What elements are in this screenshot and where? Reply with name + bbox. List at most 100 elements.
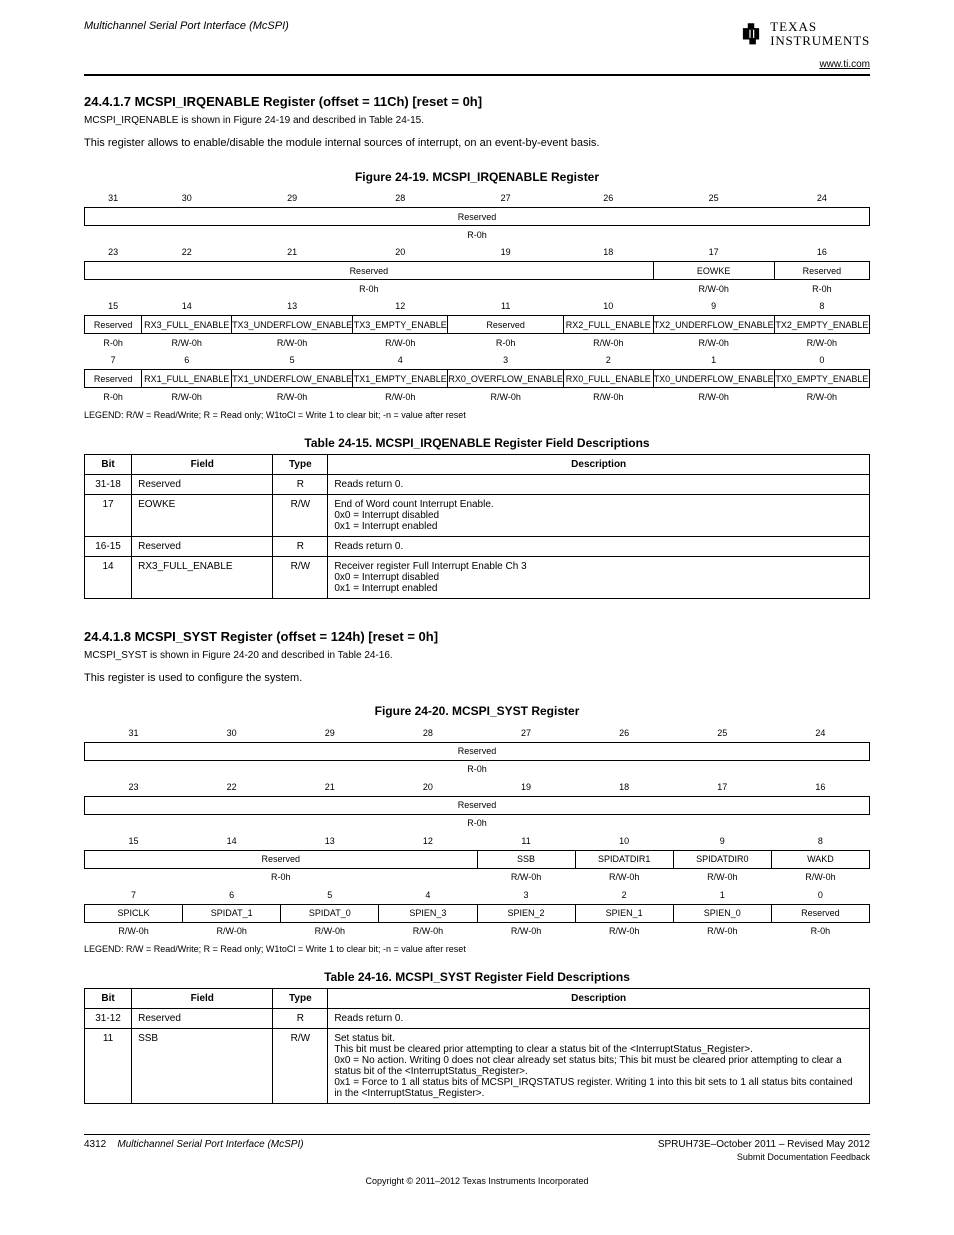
section2-title: 24.4.1.8 MCSPI_SYST Register (offset = 1… <box>84 629 870 644</box>
bit-cell: EOWKE <box>653 262 774 280</box>
bit-number: 19 <box>477 778 575 796</box>
bit-cell: SPIDATDIR1 <box>575 850 673 868</box>
section1-index-line: MCSPI_IRQENABLE is shown in Figure 24-19… <box>84 115 870 126</box>
bit-number: 15 <box>85 832 183 850</box>
bit-number: 30 <box>142 190 232 208</box>
page-header: Multichannel Serial Port Interface (McSP… <box>0 20 954 57</box>
cell-bit: 14 <box>85 556 132 598</box>
bit-number: 8 <box>774 298 869 316</box>
bit-number: 21 <box>281 778 379 796</box>
bitbox2-nums-row1: 3130292827262524 <box>85 724 870 742</box>
bit-number: 11 <box>448 298 564 316</box>
cell-desc: Reads return 0. <box>328 1009 870 1029</box>
cell-bit: 31-12 <box>85 1009 132 1029</box>
bit-cell: WAKD <box>771 850 869 868</box>
bit-cell: Reserved <box>85 316 142 334</box>
bit-cell: Reserved <box>85 208 870 226</box>
bit-cell: SPIEN_3 <box>379 904 477 922</box>
cell-field: EOWKE <box>132 494 273 536</box>
bitbox1-nums-row1: 3130292827262524 <box>85 190 870 208</box>
table1-header-row: Bit Field Type Description <box>85 454 870 474</box>
bit-cell: R/W-0h <box>673 922 771 940</box>
bit-number: 0 <box>774 352 869 370</box>
table1-hdr-desc: Description <box>328 454 870 474</box>
figure1-bitbox: 3130292827262524 Reserved R-0h 232221201… <box>84 190 870 406</box>
bit-cell: TX2_EMPTY_ENABLE <box>774 316 869 334</box>
figure2-legend: LEGEND: R/W = Read/Write; R = Read only;… <box>84 944 870 954</box>
bit-number: 8 <box>771 832 869 850</box>
table-row: 11SSBR/WSet status bit.This bit must be … <box>85 1029 870 1104</box>
bitbox1-cells-row2: ReservedEOWKEReserved <box>85 262 870 280</box>
bit-cell: R/W-0h <box>563 388 653 406</box>
bit-cell: R-0h <box>85 334 142 352</box>
bit-cell: R/W-0h <box>281 922 379 940</box>
cell-desc: Reads return 0. <box>328 536 870 556</box>
bit-number: 22 <box>142 244 232 262</box>
page-number: 4312 <box>84 1139 106 1150</box>
table1-body: 31-18ReservedRReads return 0.17EOWKER/WE… <box>85 474 870 598</box>
bit-number: 25 <box>653 190 774 208</box>
bit-cell: RX3_FULL_ENABLE <box>142 316 232 334</box>
bit-number: 20 <box>353 244 448 262</box>
submit-feedback-link[interactable]: Submit Documentation Feedback <box>737 1152 870 1162</box>
bit-number: 29 <box>281 724 379 742</box>
bit-cell: R-0h <box>85 814 870 832</box>
bit-cell: Reserved <box>771 904 869 922</box>
bit-cell: R/W-0h <box>673 868 771 886</box>
bitbox2-rw-row1: R-0h <box>85 760 870 778</box>
bit-number: 13 <box>281 832 379 850</box>
bitbox1-nums-row3: 15141312111098 <box>85 298 870 316</box>
page-content: 24.4.1.7 MCSPI_IRQENABLE Register (offse… <box>0 94 954 1104</box>
bit-cell: TX2_UNDERFLOW_ENABLE <box>653 316 774 334</box>
table-row: 31-18ReservedRReads return 0. <box>85 474 870 494</box>
bit-number: 1 <box>653 352 774 370</box>
bit-number: 25 <box>673 724 771 742</box>
bit-cell: R/W-0h <box>232 388 353 406</box>
bit-cell: Reserved <box>85 796 870 814</box>
bitbox2-cells-row1: Reserved <box>85 742 870 760</box>
bit-number: 18 <box>563 244 653 262</box>
cell-field: RX3_FULL_ENABLE <box>132 556 273 598</box>
bitbox2-nums-row3: 15141312111098 <box>85 832 870 850</box>
bit-cell: R/W-0h <box>653 388 774 406</box>
bit-number: 31 <box>85 724 183 742</box>
bit-number: 2 <box>575 886 673 904</box>
bitbox2-cells-row2: Reserved <box>85 796 870 814</box>
site-link[interactable]: www.ti.com <box>819 59 870 70</box>
bit-number: 18 <box>575 778 673 796</box>
section1-title: 24.4.1.7 MCSPI_IRQENABLE Register (offse… <box>84 94 870 109</box>
table1-hdr-field: Field <box>132 454 273 474</box>
bit-cell: R/W-0h <box>653 280 774 298</box>
table1-hdr-type: Type <box>273 454 328 474</box>
cell-field: Reserved <box>132 1009 273 1029</box>
bit-cell: R-0h <box>85 226 870 244</box>
table2-caption: Table 24-16. MCSPI_SYST Register Field D… <box>84 970 870 984</box>
cell-type: R/W <box>273 494 328 536</box>
bit-number: 6 <box>142 352 232 370</box>
bitbox2-rw-row3: R-0hR/W-0hR/W-0hR/W-0hR/W-0h <box>85 868 870 886</box>
cell-bit: 16-15 <box>85 536 132 556</box>
bit-number: 24 <box>774 190 869 208</box>
bitbox2-cells-row4: SPICLKSPIDAT_1SPIDAT_0SPIEN_3SPIEN_2SPIE… <box>85 904 870 922</box>
bit-number: 16 <box>771 778 869 796</box>
bit-number: 15 <box>85 298 142 316</box>
bit-cell: TX1_EMPTY_ENABLE <box>353 370 448 388</box>
bit-cell: SPIEN_0 <box>673 904 771 922</box>
bit-cell: R-0h <box>448 334 564 352</box>
bitbox1-cells-row1: Reserved <box>85 208 870 226</box>
bit-number: 28 <box>353 190 448 208</box>
figure2-caption: Figure 24-20. MCSPI_SYST Register <box>84 704 870 718</box>
bit-cell: R/W-0h <box>771 868 869 886</box>
cell-desc: Reads return 0. <box>328 474 870 494</box>
header-module-title: Multichannel Serial Port Interface (McSP… <box>84 20 289 32</box>
bit-cell: TX0_UNDERFLOW_ENABLE <box>653 370 774 388</box>
bit-number: 12 <box>379 832 477 850</box>
bit-number: 11 <box>477 832 575 850</box>
bit-cell: R-0h <box>774 280 869 298</box>
cell-type: R <box>273 536 328 556</box>
table2-hdr-field: Field <box>132 989 273 1009</box>
bit-number: 2 <box>563 352 653 370</box>
bit-cell: RX0_FULL_ENABLE <box>563 370 653 388</box>
cell-field: SSB <box>132 1029 273 1104</box>
bit-number: 3 <box>477 886 575 904</box>
